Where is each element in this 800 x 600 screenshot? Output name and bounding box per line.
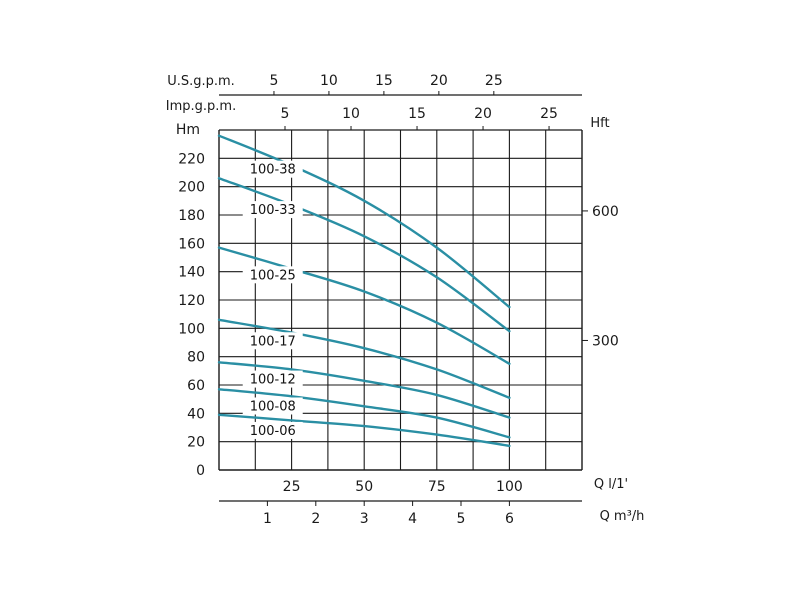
curve-100-08 bbox=[217, 388, 511, 439]
curve-label-bg bbox=[242, 397, 303, 415]
x-m3h-tick-label: 2 bbox=[311, 511, 320, 527]
x-lpm-axis-label: Q l/1' bbox=[594, 477, 628, 492]
x-m3h-tick-label: 1 bbox=[263, 511, 272, 527]
y-tick-label: 160 bbox=[178, 236, 205, 252]
x-usgpm-axis-label: U.S.g.p.m. bbox=[167, 74, 235, 89]
y-tick-label: 40 bbox=[187, 406, 205, 422]
x-lpm-tick-label: 50 bbox=[355, 479, 373, 495]
curve-label-100-33: 100-33 bbox=[250, 203, 296, 218]
y-tick-label: 100 bbox=[178, 321, 205, 337]
x-m3h-tick-label: 3 bbox=[360, 511, 369, 527]
curve-label-bg bbox=[242, 201, 303, 219]
x-lpm-tick-label: 25 bbox=[283, 479, 301, 495]
curve-label-100-12: 100-12 bbox=[250, 373, 296, 388]
curve-label-100-38: 100-38 bbox=[250, 163, 296, 178]
y-tick-label: 0 bbox=[196, 463, 205, 479]
curves bbox=[217, 134, 511, 448]
curve-label-bg bbox=[242, 421, 303, 439]
x-usgpm-tick-label: 15 bbox=[375, 73, 393, 89]
curve-100-06 bbox=[217, 413, 511, 448]
x-m3h-axis-label: Q m³/h bbox=[600, 509, 645, 524]
x-m3h-tick-label: 6 bbox=[505, 511, 514, 527]
y-right-tick-label: 600 bbox=[592, 204, 619, 220]
curve-label-100-17: 100-17 bbox=[250, 334, 296, 349]
x-lpm-tick-label: 100 bbox=[496, 479, 523, 495]
y-tick-label: 140 bbox=[178, 265, 205, 281]
curve-100-38 bbox=[217, 134, 511, 309]
x-impgpm-tick-label: 10 bbox=[342, 106, 360, 122]
x-lpm-tick-label: 75 bbox=[428, 479, 446, 495]
x-impgpm-axis-label: Imp.g.p.m. bbox=[166, 99, 236, 114]
y-tick-label: 200 bbox=[178, 180, 205, 196]
y-axis-label: Hm bbox=[176, 122, 200, 138]
curve-label-100-06: 100-06 bbox=[250, 424, 296, 439]
curve-100-33 bbox=[217, 177, 511, 333]
labels: 020406080100120140160180200220Hm300600Hf… bbox=[166, 73, 645, 527]
x-usgpm-tick-label: 25 bbox=[485, 73, 503, 89]
y-tick-label: 60 bbox=[187, 378, 205, 394]
x-impgpm-tick-label: 20 bbox=[474, 106, 492, 122]
curve-label-bg bbox=[242, 370, 303, 388]
y-tick-label: 180 bbox=[178, 208, 205, 224]
grid bbox=[218, 91, 588, 506]
x-impgpm-tick-label: 15 bbox=[408, 106, 426, 122]
y-right-axis-label: Hft bbox=[590, 116, 609, 131]
y-right-tick-label: 300 bbox=[592, 333, 619, 349]
x-usgpm-tick-label: 5 bbox=[270, 73, 279, 89]
x-m3h-tick-label: 5 bbox=[457, 511, 466, 527]
y-tick-label: 80 bbox=[187, 350, 205, 366]
x-impgpm-tick-label: 25 bbox=[540, 106, 558, 122]
y-tick-label: 20 bbox=[187, 435, 205, 451]
y-tick-label: 220 bbox=[178, 151, 205, 167]
curve-label-bg bbox=[242, 266, 303, 284]
x-m3h-tick-label: 4 bbox=[408, 511, 417, 527]
x-impgpm-tick-label: 5 bbox=[281, 106, 290, 122]
curve-label-bg bbox=[242, 160, 303, 178]
curve-label-100-25: 100-25 bbox=[250, 268, 296, 283]
curve-label-100-08: 100-08 bbox=[250, 399, 296, 414]
curve-100-17 bbox=[217, 318, 511, 399]
curve-100-25 bbox=[217, 246, 511, 365]
curve-100-12 bbox=[217, 361, 511, 419]
x-usgpm-tick-label: 10 bbox=[320, 73, 338, 89]
x-usgpm-tick-label: 20 bbox=[430, 73, 448, 89]
curve-label-bg bbox=[242, 332, 303, 350]
y-tick-label: 120 bbox=[178, 293, 205, 309]
